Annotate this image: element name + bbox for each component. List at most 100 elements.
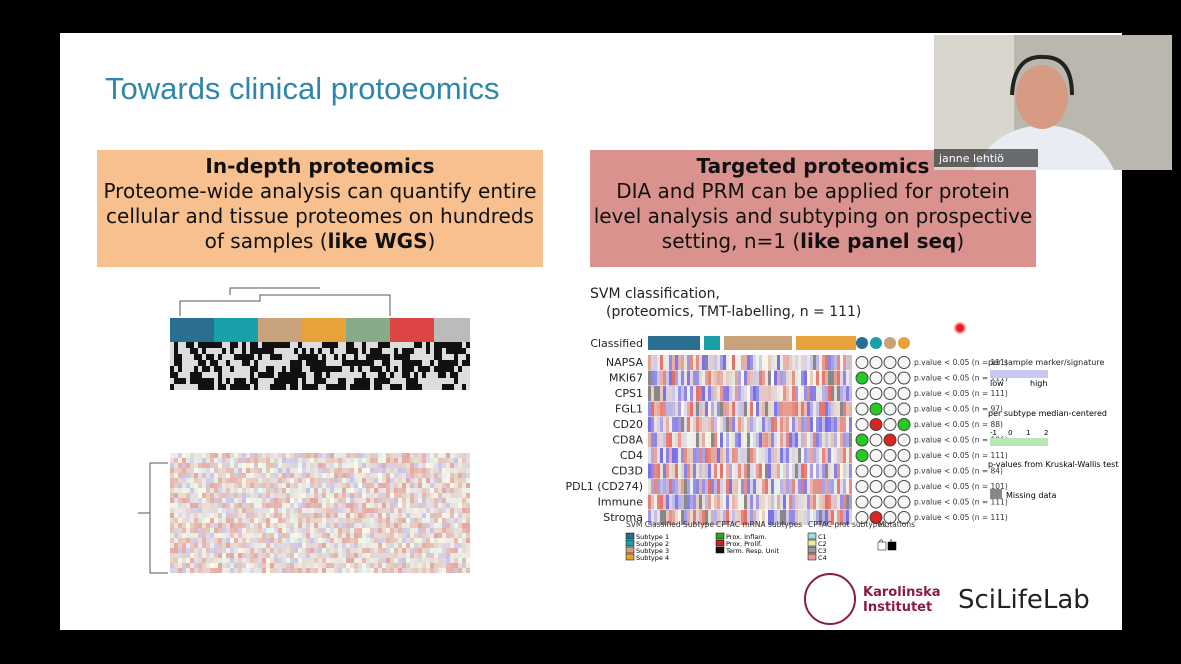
heat-cell xyxy=(242,563,246,568)
heat-cell xyxy=(266,473,270,478)
heat-cell xyxy=(462,493,466,498)
heat-cell xyxy=(198,458,202,463)
heat-cell xyxy=(750,370,753,386)
annotation-cell xyxy=(342,372,346,378)
legend-text: high xyxy=(1030,379,1047,388)
annotation-cell xyxy=(310,342,314,348)
heat-cell xyxy=(358,453,362,458)
heat-cell xyxy=(306,548,310,553)
subtype-circle xyxy=(883,464,897,478)
heat-cell xyxy=(278,553,282,558)
annotation-cell xyxy=(410,354,414,360)
heat-cell xyxy=(286,558,290,563)
heat-cell xyxy=(783,386,786,401)
heat-cell xyxy=(274,523,278,528)
heat-cell xyxy=(182,533,186,538)
heat-cell xyxy=(238,518,242,523)
annotation-cell xyxy=(302,318,306,324)
heat-cell xyxy=(170,548,174,553)
heat-cell xyxy=(426,488,430,493)
heat-cell xyxy=(462,543,466,548)
heat-cell xyxy=(663,417,666,432)
heat-cell xyxy=(849,479,852,494)
heat-cell xyxy=(430,548,434,553)
heat-cell xyxy=(222,493,226,498)
heat-cell xyxy=(378,458,382,463)
heat-cell xyxy=(282,468,286,473)
ki-name: Karolinska xyxy=(863,585,941,600)
annotation-cell xyxy=(286,330,290,336)
annotation-cell xyxy=(334,354,338,360)
heat-cell xyxy=(458,528,462,533)
annotation-cell xyxy=(258,378,262,384)
heat-cell xyxy=(426,543,430,548)
annotation-cell xyxy=(290,330,294,336)
heat-cell xyxy=(178,478,182,483)
heat-cell xyxy=(693,401,696,417)
heat-cell xyxy=(434,463,438,468)
heat-cell xyxy=(310,473,314,478)
heat-cell xyxy=(801,401,804,417)
heat-cell xyxy=(250,563,254,568)
annotation-cell xyxy=(370,336,374,342)
heat-cell xyxy=(414,493,418,498)
heat-cell xyxy=(849,355,852,370)
annotation-cell xyxy=(242,372,246,378)
annotation-cell xyxy=(298,348,302,354)
heat-cell xyxy=(294,548,298,553)
heat-cell xyxy=(462,563,466,568)
heat-cell xyxy=(374,463,378,468)
heat-cell xyxy=(330,508,334,513)
annotation-cell xyxy=(326,366,330,372)
annotation-cell xyxy=(338,318,342,324)
annotation-cell xyxy=(322,366,326,372)
heat-cell xyxy=(386,493,390,498)
annotation-cell xyxy=(174,372,178,378)
heat-cell xyxy=(198,548,202,553)
heat-cell xyxy=(807,401,810,417)
heat-cell xyxy=(430,473,434,478)
heat-cell xyxy=(322,558,326,563)
heat-cell xyxy=(194,528,198,533)
annotation-cell xyxy=(442,378,446,384)
heat-cell xyxy=(266,553,270,558)
heat-cell xyxy=(828,432,831,448)
heat-cell xyxy=(846,510,849,525)
annotation-cell xyxy=(438,342,442,348)
annotation-cell xyxy=(174,318,178,324)
heat-cell xyxy=(738,494,741,510)
heat-cell xyxy=(762,510,765,525)
heat-cell xyxy=(330,543,334,548)
heat-cell xyxy=(753,401,756,417)
heat-cell xyxy=(672,401,675,417)
heat-cell xyxy=(735,370,738,386)
heat-cell xyxy=(720,355,723,370)
heat-cell xyxy=(346,498,350,503)
heat-cell xyxy=(270,463,274,468)
heat-cell xyxy=(338,488,342,493)
heat-cell xyxy=(326,553,330,558)
heat-cell xyxy=(711,370,714,386)
heat-cell xyxy=(438,538,442,543)
heat-cell xyxy=(450,533,454,538)
heat-cell xyxy=(366,538,370,543)
heat-cell xyxy=(705,355,708,370)
heat-cell xyxy=(434,468,438,473)
annotation-cell xyxy=(414,384,418,390)
heat-cell xyxy=(258,558,262,563)
heat-cell xyxy=(306,543,310,548)
heat-cell xyxy=(190,563,194,568)
heat-cell xyxy=(342,503,346,508)
annotation-cell xyxy=(270,372,274,378)
heat-cell xyxy=(374,563,378,568)
heat-cell xyxy=(813,432,816,448)
heat-cell xyxy=(238,528,242,533)
legend-swatch xyxy=(715,546,725,554)
annotation-cell xyxy=(218,378,222,384)
heat-cell xyxy=(174,498,178,503)
heat-cell xyxy=(218,553,222,558)
annotation-cell xyxy=(346,342,350,348)
heat-cell xyxy=(747,370,750,386)
heat-cell xyxy=(350,518,354,523)
heat-cell xyxy=(414,498,418,503)
